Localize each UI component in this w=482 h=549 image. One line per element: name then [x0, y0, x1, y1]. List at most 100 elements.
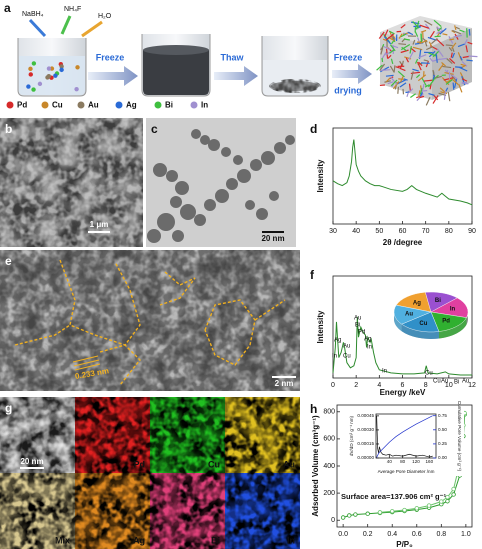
strand [428, 52, 438, 57]
strand [454, 25, 457, 31]
arrow [88, 66, 138, 86]
particle [37, 81, 43, 87]
strand [451, 52, 456, 59]
strand [384, 80, 391, 83]
strand [461, 81, 469, 85]
strand [385, 33, 394, 41]
strand [416, 61, 422, 71]
legend-swatch [154, 101, 162, 109]
particle [46, 66, 52, 71]
reagent: NaBH₄ [22, 11, 44, 18]
strand [428, 41, 433, 47]
strand [398, 43, 407, 46]
strand [405, 57, 410, 63]
strand [453, 78, 458, 88]
strand [451, 74, 457, 82]
strand [392, 81, 400, 90]
scale-bar-label: 20 nm [261, 234, 284, 243]
strand [423, 79, 434, 82]
panel-label: e [5, 254, 12, 268]
data-point [451, 492, 456, 497]
panel-label: h [310, 402, 317, 416]
strand [376, 64, 383, 71]
x-axis-label: Average Pore Diameter /nm [378, 469, 435, 474]
strand [419, 87, 423, 95]
strand [380, 46, 384, 51]
legend-label: Pd [17, 101, 27, 110]
annotation: In [332, 354, 337, 360]
x-axis-label: Energy /keV [380, 388, 426, 397]
strand [446, 57, 453, 64]
strand [428, 92, 435, 96]
strand [429, 30, 435, 39]
legend-label: Au [88, 101, 99, 110]
x-tick-label: 10 [445, 382, 453, 389]
annotation: In [367, 345, 372, 351]
strand [385, 77, 391, 83]
element-map [150, 397, 225, 473]
panel-label: a [4, 1, 11, 15]
map-label: Mix [55, 535, 70, 545]
sem-texture [0, 118, 143, 247]
legend-label: Bi [165, 101, 173, 110]
x-tick-label: 0 [331, 382, 335, 389]
strand [467, 41, 473, 45]
grain-boundaries [14, 259, 286, 386]
strand [399, 82, 407, 88]
x-tick-label: 80 [400, 459, 406, 464]
y-tick-label: 0 [331, 517, 335, 524]
strand [381, 51, 387, 60]
series-line [376, 415, 433, 458]
data-point [445, 494, 450, 500]
strand [398, 33, 403, 39]
particle [75, 65, 80, 70]
x-tick-label: 80 [445, 228, 453, 235]
strand [418, 90, 421, 98]
strand [424, 20, 433, 26]
data-point [426, 503, 432, 508]
strand [389, 49, 395, 54]
strand [428, 79, 435, 88]
strand [389, 65, 395, 73]
x-tick-label: 1.0 [461, 531, 471, 538]
strand [400, 49, 409, 54]
pie-slice [393, 304, 432, 325]
series-line [332, 316, 472, 376]
strand [379, 63, 386, 71]
annotation: Cu [425, 371, 433, 377]
element-map [150, 473, 225, 549]
strand [466, 59, 473, 62]
strand [408, 88, 414, 94]
strand [442, 33, 448, 36]
data-point [347, 513, 352, 518]
strand [459, 56, 463, 61]
aerogel-cube [376, 16, 478, 106]
particle [59, 67, 64, 73]
x-axis-label: 2θ /degree [383, 238, 423, 247]
scale-bar-label: 2 nm [275, 379, 294, 388]
strand [452, 29, 462, 35]
strand [419, 95, 425, 99]
panel-label: g [5, 401, 12, 415]
haadf-texture [0, 397, 75, 473]
annotation: In [382, 369, 387, 375]
scale-bar-label: 1 μm [90, 220, 109, 229]
strand [451, 42, 457, 49]
strand [425, 60, 429, 68]
step-label: Freeze [96, 52, 125, 62]
strand [400, 33, 407, 38]
x-tick-label: 30 [329, 228, 337, 235]
x-tick-label: 160 [425, 459, 433, 464]
strand [424, 84, 430, 88]
strand [452, 67, 455, 73]
strand [452, 82, 455, 90]
strand [438, 63, 445, 71]
particle [28, 72, 33, 77]
legend-label: Cu [52, 101, 63, 110]
strand [387, 81, 394, 85]
strand [442, 65, 452, 69]
strand [417, 37, 420, 42]
data-point [439, 499, 444, 504]
series-line [332, 139, 473, 206]
